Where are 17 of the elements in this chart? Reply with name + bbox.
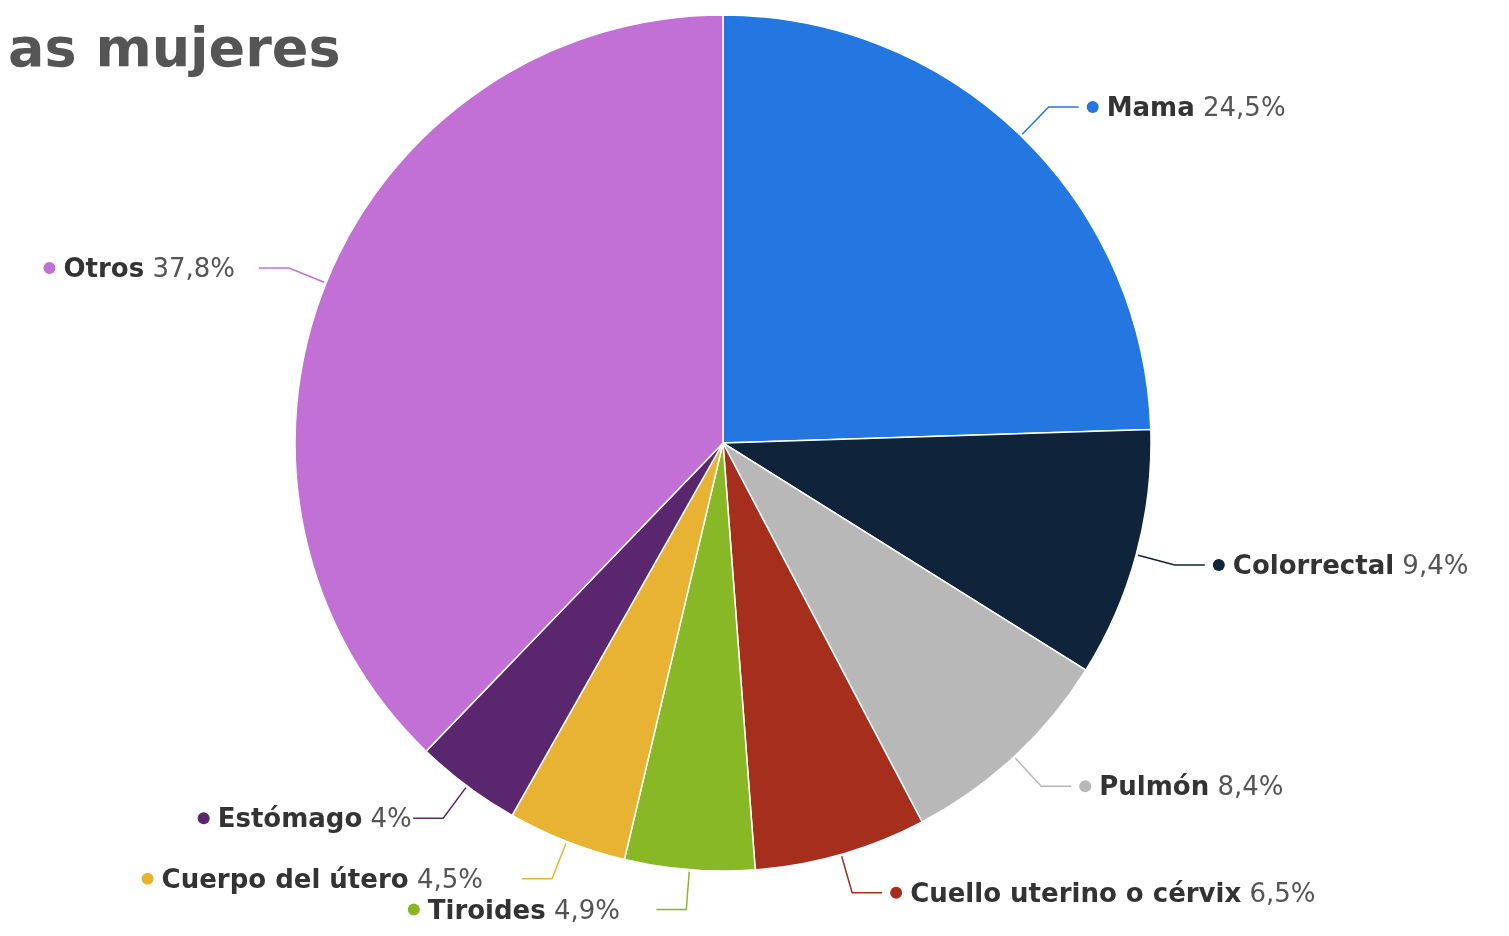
- legend-label: Colorrectal: [1232, 550, 1395, 581]
- legend-label: Tiroides: [427, 894, 546, 925]
- data-label: 4,5%: [408, 863, 483, 894]
- data-label: 9,4%: [1394, 550, 1469, 581]
- data-label: 8,4%: [1209, 771, 1284, 802]
- data-label: 4%: [362, 803, 412, 834]
- data-label: 6,5%: [1241, 877, 1316, 908]
- legend-label: Cuerpo del útero: [161, 863, 409, 894]
- legend-label: Mama: [1106, 92, 1195, 123]
- legend-label: Cuello uterino o cérvix: [910, 877, 1242, 908]
- legend-label: Estómago: [217, 803, 363, 834]
- chart-title: as mujeres: [8, 16, 341, 79]
- legend-label: Otros: [63, 253, 145, 284]
- legend-label: Pulmón: [1099, 771, 1210, 802]
- data-label: 37,8%: [144, 253, 236, 284]
- data-label: 4,9%: [545, 894, 621, 925]
- data-label: 24,5%: [1194, 92, 1286, 123]
